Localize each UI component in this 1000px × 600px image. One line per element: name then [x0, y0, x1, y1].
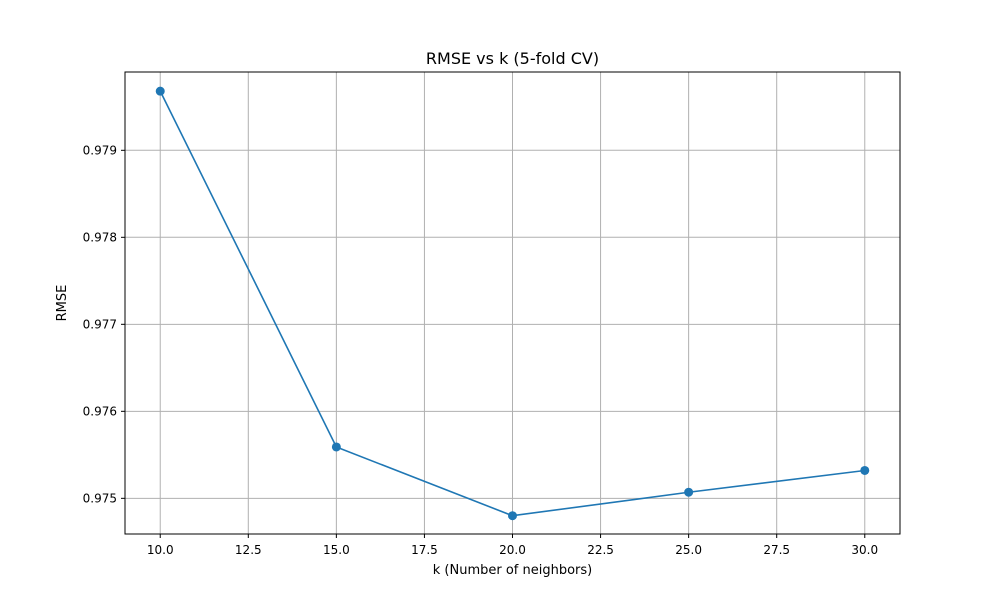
grid — [125, 72, 900, 534]
series-layer — [155, 86, 870, 521]
y-tick-label: 0.977 — [83, 317, 117, 331]
data-point — [684, 487, 694, 497]
x-tick-label: 25.0 — [675, 543, 702, 557]
x-axis-ticks: 10.0 12.5 15.0 17.5 20.0 22.5 25.0 27.5 30.0 — [147, 534, 878, 557]
y-tick-label: 0.979 — [83, 143, 117, 157]
x-tick-label: 15.0 — [323, 543, 350, 557]
y-axis-ticks: 0.975 0.976 0.977 0.978 0.979 — [83, 143, 125, 505]
x-tick-label: 22.5 — [587, 543, 614, 557]
x-tick-label: 17.5 — [411, 543, 438, 557]
x-tick-label: 12.5 — [235, 543, 262, 557]
y-tick-label: 0.978 — [83, 230, 117, 244]
y-tick-label: 0.975 — [83, 491, 117, 505]
data-point — [860, 465, 870, 475]
data-point — [155, 86, 165, 96]
chart-title: RMSE vs k (5-fold CV) — [426, 49, 599, 68]
x-axis-label: k (Number of neighbors) — [433, 563, 593, 578]
data-point — [508, 511, 517, 521]
x-tick-label: 10.0 — [147, 543, 174, 557]
y-axis-label: RMSE — [55, 285, 70, 322]
y-tick-label: 0.976 — [83, 404, 117, 418]
data-point — [331, 442, 341, 452]
x-tick-label: 27.5 — [763, 543, 790, 557]
x-tick-label: 20.0 — [499, 543, 526, 557]
x-tick-label: 30.0 — [851, 543, 878, 557]
